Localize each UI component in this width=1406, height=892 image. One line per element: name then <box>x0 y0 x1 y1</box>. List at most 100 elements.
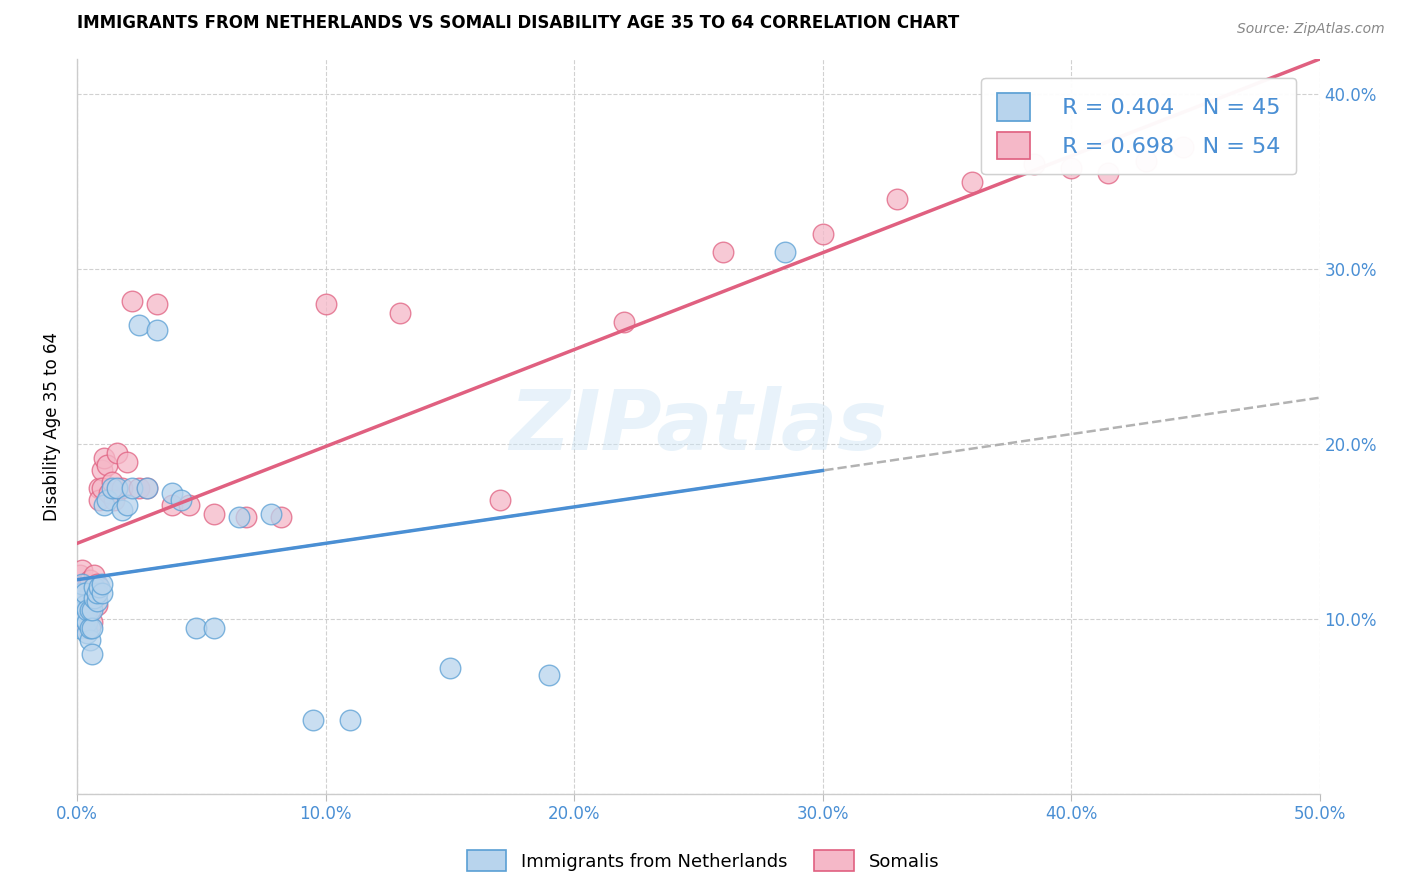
Point <box>135 481 157 495</box>
Point <box>69 568 91 582</box>
Point <box>538 667 561 681</box>
Point <box>228 510 250 524</box>
Point <box>135 481 157 495</box>
Point <box>235 510 257 524</box>
Point <box>69 585 91 599</box>
Point <box>101 481 124 495</box>
Point <box>91 481 114 495</box>
Point <box>70 585 93 599</box>
Point <box>302 713 325 727</box>
Point <box>79 574 101 588</box>
Point <box>91 577 114 591</box>
Point <box>775 244 797 259</box>
Point <box>76 625 98 640</box>
Point <box>613 315 636 329</box>
Point <box>69 621 91 635</box>
Point <box>93 498 115 512</box>
Legend: Immigrants from Netherlands, Somalis: Immigrants from Netherlands, Somalis <box>460 843 946 879</box>
Point <box>76 580 98 594</box>
Point <box>98 486 121 500</box>
Point <box>145 323 167 337</box>
Point <box>1135 153 1157 168</box>
Point <box>80 591 103 605</box>
Point <box>73 577 96 591</box>
Point <box>86 577 108 591</box>
Point <box>70 577 93 591</box>
Point <box>86 585 108 599</box>
Point <box>73 585 96 599</box>
Point <box>91 585 114 599</box>
Point <box>115 498 138 512</box>
Point <box>93 450 115 465</box>
Point <box>83 591 105 605</box>
Point <box>111 481 134 495</box>
Point <box>96 458 118 472</box>
Point <box>121 293 143 308</box>
Point <box>1022 157 1045 171</box>
Point <box>70 580 93 594</box>
Point <box>186 621 208 635</box>
Point <box>79 585 101 599</box>
Point <box>86 598 108 612</box>
Point <box>488 493 510 508</box>
Point <box>811 227 834 242</box>
Point <box>70 603 93 617</box>
Point <box>121 481 143 495</box>
Point <box>105 481 128 495</box>
Point <box>79 632 101 647</box>
Point <box>76 615 98 630</box>
Point <box>886 192 908 206</box>
Point <box>105 446 128 460</box>
Point <box>83 580 105 594</box>
Point <box>202 507 225 521</box>
Point <box>960 175 983 189</box>
Point <box>315 297 337 311</box>
Point <box>1060 161 1083 175</box>
Point <box>69 594 91 608</box>
Point <box>1171 140 1194 154</box>
Point <box>76 621 98 635</box>
Point <box>83 580 105 594</box>
Point <box>76 594 98 608</box>
Point <box>111 503 134 517</box>
Point <box>1097 166 1119 180</box>
Point <box>70 598 93 612</box>
Point <box>170 493 193 508</box>
Text: IMMIGRANTS FROM NETHERLANDS VS SOMALI DISABILITY AGE 35 TO 64 CORRELATION CHART: IMMIGRANTS FROM NETHERLANDS VS SOMALI DI… <box>77 14 959 32</box>
Point <box>89 580 111 594</box>
Point <box>145 297 167 311</box>
Point <box>389 306 412 320</box>
Point <box>89 481 111 495</box>
Point <box>160 498 183 512</box>
Point <box>96 493 118 508</box>
Point <box>79 603 101 617</box>
Point <box>73 612 96 626</box>
Point <box>115 454 138 468</box>
Point <box>101 475 124 490</box>
Legend:   R = 0.404    N = 45,   R = 0.698    N = 54: R = 0.404 N = 45, R = 0.698 N = 54 <box>981 78 1296 174</box>
Point <box>80 647 103 661</box>
Point <box>80 603 103 617</box>
Point <box>128 318 150 333</box>
Text: ZIPatlas: ZIPatlas <box>509 386 887 467</box>
Point <box>711 244 734 259</box>
Point <box>128 481 150 495</box>
Text: Source: ZipAtlas.com: Source: ZipAtlas.com <box>1237 22 1385 37</box>
Point <box>80 615 103 630</box>
Point <box>160 486 183 500</box>
Point <box>103 493 125 508</box>
Y-axis label: Disability Age 35 to 64: Disability Age 35 to 64 <box>44 332 60 521</box>
Point <box>89 493 111 508</box>
Point <box>73 591 96 605</box>
Point <box>202 621 225 635</box>
Point <box>439 661 461 675</box>
Point <box>70 563 93 577</box>
Point <box>86 594 108 608</box>
Point <box>260 507 283 521</box>
Point <box>73 608 96 623</box>
Point <box>270 510 292 524</box>
Point <box>73 598 96 612</box>
Point <box>79 603 101 617</box>
Point <box>83 568 105 582</box>
Point <box>79 621 101 635</box>
